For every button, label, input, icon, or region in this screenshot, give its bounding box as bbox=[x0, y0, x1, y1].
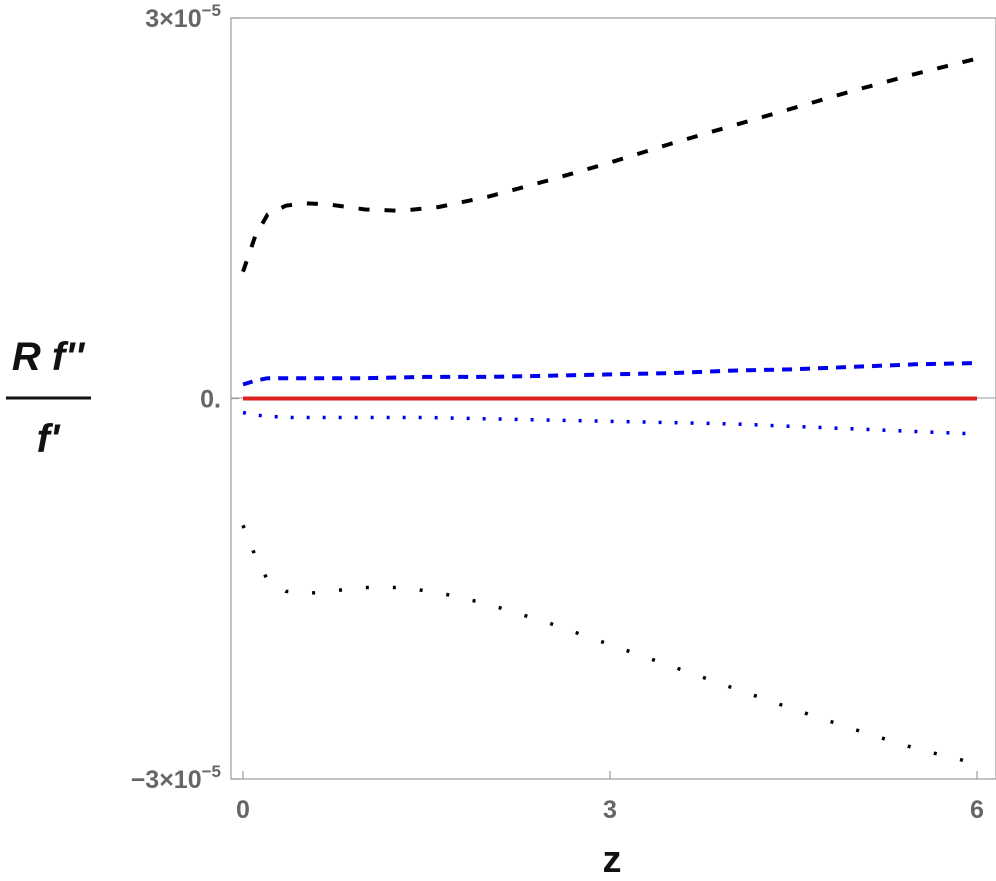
series-layer bbox=[241, 56, 978, 766]
axis-layer: 0 3 6 −3×10−5 0. 3×10−5 bbox=[131, 1, 984, 824]
y-axis-title: R f'' f' bbox=[6, 335, 91, 461]
y-tick-label: 3×10−5 bbox=[145, 1, 221, 33]
series-line-blue-dotted bbox=[242, 410, 978, 436]
y-tick-label: 0. bbox=[200, 386, 221, 414]
series-line-black-dashed bbox=[241, 56, 978, 273]
x-tick-label: 6 bbox=[970, 796, 984, 824]
x-tick-label: 3 bbox=[603, 796, 617, 824]
series-line-blue-dashed bbox=[242, 361, 978, 387]
y-tick-label: −3×10−5 bbox=[131, 762, 221, 794]
x-tick-label: 0 bbox=[236, 796, 250, 824]
y-axis-title-denominator: f' bbox=[37, 417, 61, 461]
series-line-black-dotted bbox=[241, 524, 978, 766]
x-axis-title: z bbox=[603, 839, 622, 881]
y-axis-title-numerator: R f'' bbox=[12, 335, 86, 379]
